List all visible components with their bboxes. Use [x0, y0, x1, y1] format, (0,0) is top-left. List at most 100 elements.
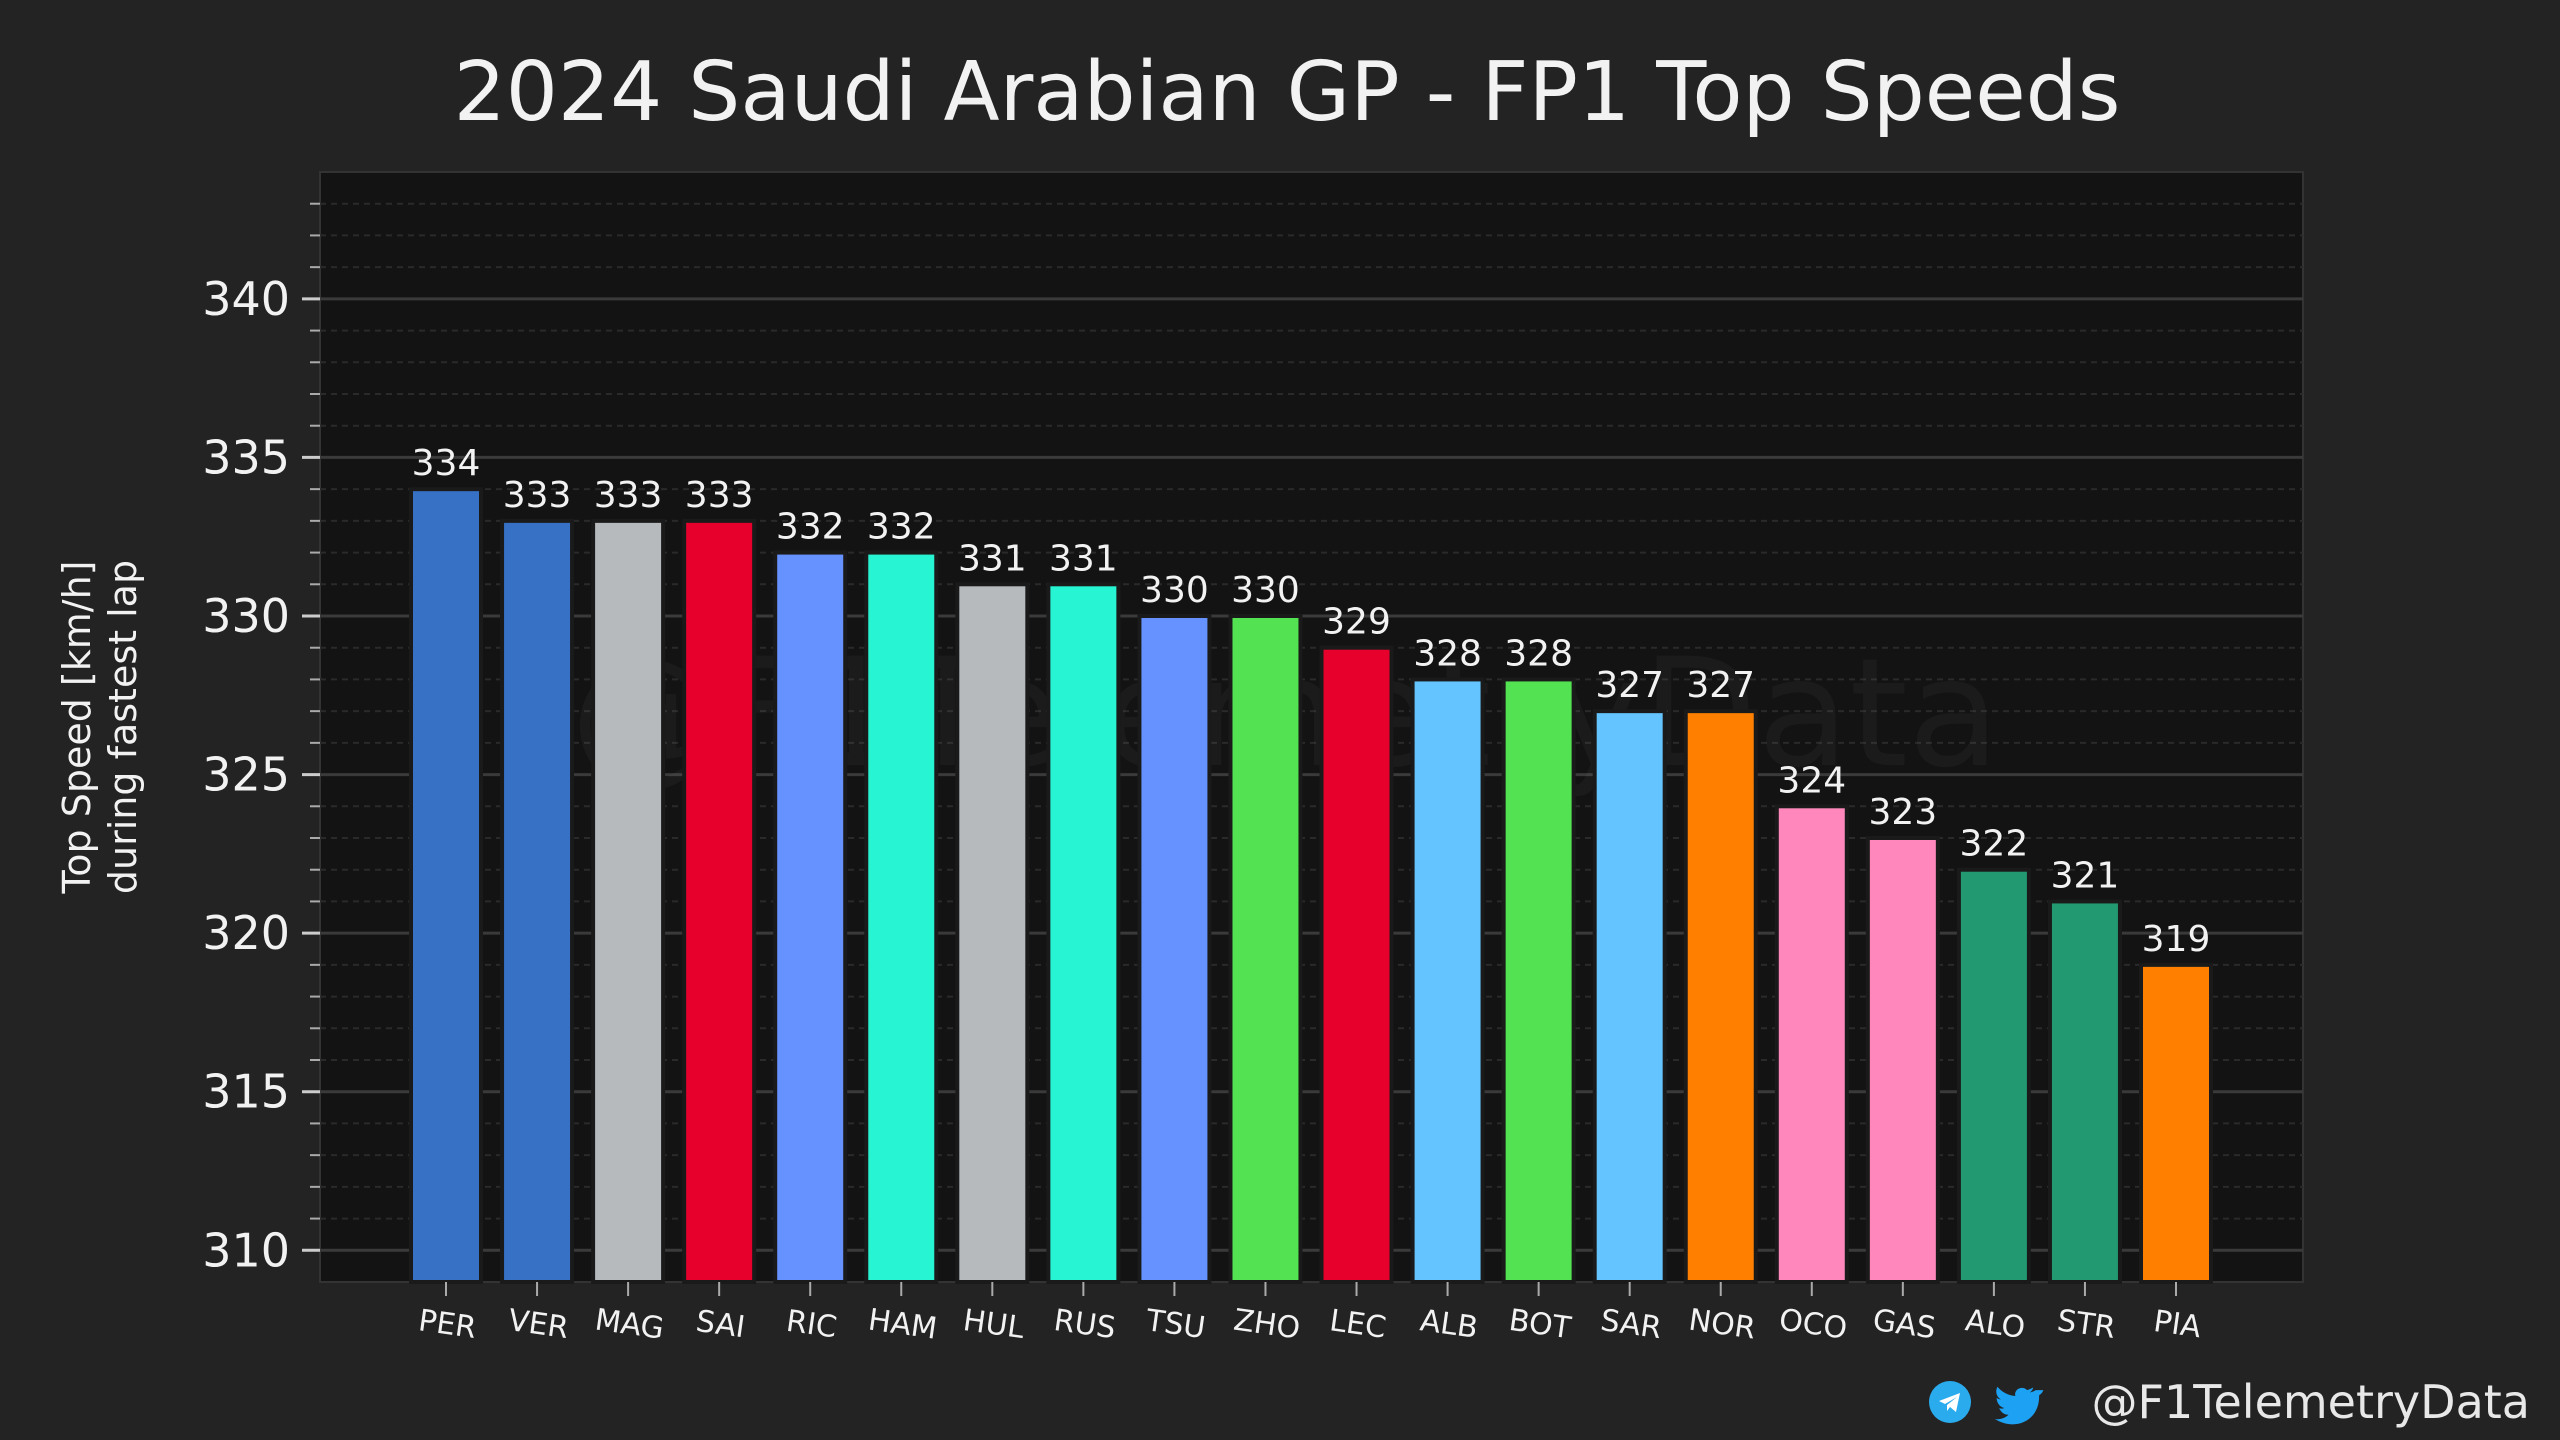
x-tick-label-group: MAG [593, 1302, 666, 1346]
y-tick-label: 335 [202, 430, 290, 484]
x-tick-label: STR [2055, 1303, 2118, 1346]
data-label: 322 [1960, 824, 2029, 865]
telegram-icon[interactable] [1929, 1381, 1971, 1423]
x-tick-label: NOR [1686, 1303, 1757, 1347]
y-tick-label: 330 [202, 589, 290, 643]
data-label: 332 [776, 507, 845, 548]
bar-lec [1319, 645, 1394, 1284]
bar-alb [1410, 677, 1485, 1284]
bar-tsu [1137, 614, 1212, 1284]
data-label: 331 [958, 538, 1027, 579]
x-tick-label-group: RIC [784, 1304, 839, 1346]
x-tick-label: LEC [1327, 1303, 1388, 1346]
x-tick-label-group: ALB [1418, 1303, 1480, 1346]
x-tick-label-group: BOT [1507, 1303, 1574, 1346]
x-tick-label-group: GAS [1871, 1303, 1938, 1346]
bar-ver [500, 518, 575, 1284]
bar-sar [1592, 709, 1667, 1284]
bar-alo [1956, 867, 2031, 1284]
y-axis-label: Top Speed [km/h] during fastest lap [55, 560, 145, 895]
bars [409, 487, 2213, 1285]
bar-hul [955, 582, 1030, 1284]
x-tick-label: SAR [1598, 1303, 1663, 1346]
y-tick-label: 315 [202, 1065, 290, 1119]
x-tick-label-group: HUL [961, 1303, 1027, 1346]
x-tick-label-group: OCO [1777, 1303, 1849, 1347]
x-tick-label: ALO [1963, 1303, 2027, 1346]
x-tick-label-group: PER [416, 1303, 478, 1346]
bar-sai [682, 518, 757, 1284]
data-label: 321 [2051, 855, 2120, 896]
chart-title: 2024 Saudi Arabian GP - FP1 Top Speeds [454, 45, 2121, 140]
bar-gas [1865, 836, 1940, 1284]
value-labels: 334 333 333 333 332 332 331 331 330 330 329 328 328 3… [412, 443, 2211, 960]
x-tick-label-group: SAR [1598, 1303, 1663, 1346]
x-tick-label-group: RUS [1052, 1303, 1118, 1346]
bar-bot [1501, 677, 1576, 1284]
y-tick-label: 340 [202, 272, 290, 326]
bar-str [2047, 899, 2122, 1285]
x-axis-categories: PER VER MAG SAI RIC HAM HUL RUS TSU ZHO LEC ALB BOT S… [416, 1282, 2204, 1347]
x-tick-label: TSU [1143, 1303, 1208, 1346]
y-axis-ticks: 310 315 320 325 330 335 340 [202, 272, 290, 1277]
data-label: 331 [1049, 538, 1118, 579]
y-tick-label: 325 [202, 748, 290, 802]
x-tick-label-group: HAM [866, 1302, 939, 1346]
y-axis-label-line1: Top Speed [km/h] [55, 561, 99, 895]
x-tick-label: PIA [2151, 1304, 2203, 1345]
x-tick-label: RIC [784, 1304, 839, 1346]
x-tick-label-group: PIA [2151, 1304, 2203, 1345]
x-tick-label: RUS [1052, 1303, 1118, 1346]
data-label: 333 [685, 475, 754, 516]
x-tick-label: SAI [694, 1304, 747, 1345]
x-tick-label: ALB [1418, 1303, 1480, 1346]
x-tick-label-group: LEC [1327, 1303, 1388, 1346]
x-tick-label-group: VER [506, 1303, 571, 1346]
bar-oco [1774, 804, 1849, 1284]
data-label: 327 [1686, 665, 1755, 706]
data-label: 324 [1777, 760, 1846, 801]
x-tick-label-group: TSU [1143, 1303, 1208, 1346]
bar-zho [1228, 614, 1303, 1284]
data-label: 330 [1140, 570, 1209, 611]
data-label: 329 [1322, 602, 1391, 643]
x-tick-label: GAS [1871, 1303, 1938, 1346]
x-tick-label-group: SAI [694, 1304, 747, 1345]
data-label: 332 [867, 507, 936, 548]
x-tick-label-group: ALO [1963, 1303, 2027, 1346]
x-tick-label: ZHO [1231, 1303, 1302, 1347]
data-label: 319 [2142, 919, 2211, 960]
x-tick-label: MAG [593, 1302, 666, 1346]
y-tick-label: 320 [202, 906, 290, 960]
x-tick-label: PER [416, 1303, 478, 1346]
data-label: 323 [1868, 792, 1937, 833]
data-label: 330 [1231, 570, 1300, 611]
x-tick-label: VER [506, 1303, 571, 1346]
x-tick-label: OCO [1777, 1303, 1849, 1347]
bar-per [409, 487, 483, 1284]
bar-rus [1046, 582, 1121, 1284]
data-label: 328 [1504, 633, 1573, 674]
twitter-icon[interactable] [1994, 1386, 2044, 1425]
bar-pia [2139, 962, 2213, 1284]
x-tick-label: HAM [866, 1302, 939, 1346]
footer: @F1TelemetryData [1929, 1375, 2530, 1429]
bar-ric [773, 550, 848, 1284]
y-axis-label-line2: during fastest lap [101, 560, 145, 894]
data-label: 334 [412, 443, 481, 484]
data-label: 333 [594, 475, 663, 516]
data-label: 333 [503, 475, 572, 516]
x-tick-label: BOT [1507, 1303, 1574, 1346]
bar-mag [591, 518, 666, 1284]
data-label: 327 [1595, 665, 1664, 706]
bar-nor [1683, 709, 1758, 1284]
data-label: 328 [1413, 633, 1482, 674]
x-tick-label-group: ZHO [1231, 1303, 1302, 1347]
y-tick-label: 310 [202, 1223, 290, 1277]
bar-ham [864, 550, 939, 1284]
x-tick-label: HUL [961, 1303, 1027, 1346]
x-tick-label-group: STR [2055, 1303, 2118, 1346]
footer-handle[interactable]: @F1TelemetryData [2091, 1375, 2530, 1429]
